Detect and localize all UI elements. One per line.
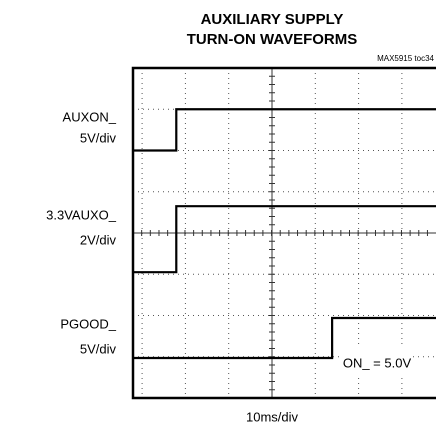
trace-scale: 2V/div <box>80 232 117 247</box>
waveform <box>133 108 436 152</box>
chart-title: TURN-ON WAVEFORMS <box>187 31 358 48</box>
annotation-box <box>342 348 412 378</box>
trace-scale: 5V/div <box>80 341 117 356</box>
trace-label: PGOOD_ <box>60 316 116 331</box>
waveform <box>133 316 436 360</box>
note: MAX5915 toc34 <box>377 54 434 63</box>
screen-border <box>131 66 436 400</box>
trace-label: 3.3VAUXO_ <box>46 207 117 222</box>
annotation: ON_ = 5.0V <box>343 355 412 370</box>
x-axis-label: 10ms/div <box>246 409 299 424</box>
chart-title: AUXILIARY SUPPLY <box>201 11 344 28</box>
trace-scale: 5V/div <box>80 130 117 145</box>
trace-label: AUXON_ <box>63 109 117 124</box>
waveform <box>133 205 436 274</box>
